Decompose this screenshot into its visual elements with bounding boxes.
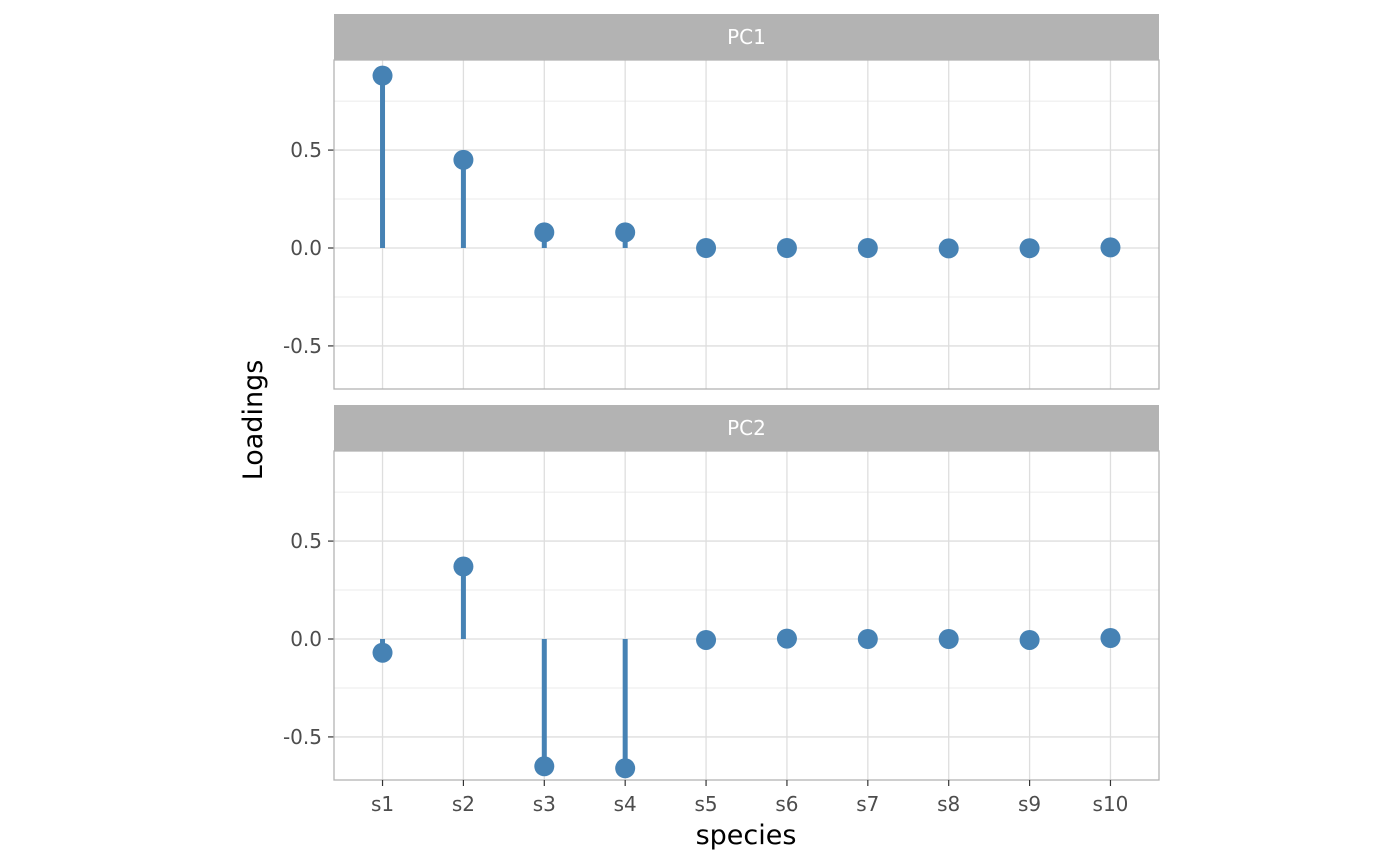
lollipop-point [1019, 629, 1040, 650]
lollipop-point [857, 629, 878, 649]
y-tick-label: 0.5 [290, 529, 322, 553]
x-tick-label: s7 [856, 792, 879, 816]
lollipop-point [696, 629, 717, 650]
y-tick-label: -0.5 [283, 725, 322, 749]
lollipop-point [776, 238, 797, 258]
lollipop-point [1100, 237, 1121, 258]
lollipop-point [938, 629, 959, 649]
x-tick-label: s6 [775, 792, 798, 816]
lollipop-point [938, 238, 959, 259]
lollipop-point [372, 65, 393, 86]
x-tick-label: s3 [533, 792, 556, 816]
x-axis-title: species [696, 820, 797, 851]
lollipop-point [615, 222, 636, 243]
y-tick-label: 0.0 [290, 236, 322, 260]
facet-strip-label: PC1 [727, 25, 766, 49]
y-tick-label: 0.0 [290, 627, 322, 651]
y-axis-title: Loadings [238, 360, 269, 481]
x-tick-label: s9 [1018, 792, 1041, 816]
lollipop-point [1100, 628, 1121, 649]
x-tick-label: s8 [937, 792, 960, 816]
lollipop-point [534, 222, 555, 243]
lollipop-point [453, 556, 474, 577]
lollipop-point [453, 149, 474, 170]
x-tick-label: s4 [614, 792, 637, 816]
lollipop-point [615, 758, 636, 779]
lollipop-point [776, 628, 797, 649]
y-tick-label: -0.5 [283, 334, 322, 358]
panel-border [333, 450, 1160, 781]
x-tick-label: s10 [1093, 792, 1129, 816]
x-tick-label: s5 [694, 792, 717, 816]
x-tick-label: s1 [371, 792, 394, 816]
panel-border [333, 59, 1160, 390]
lollipop-point [372, 642, 393, 663]
facet-strip [334, 14, 1159, 60]
lollipop-point [1019, 238, 1040, 259]
lollipop-point [696, 238, 717, 258]
lollipop-point [534, 756, 555, 777]
facet-strip-label: PC2 [727, 416, 766, 440]
x-tick-label: s2 [452, 792, 475, 816]
y-tick-label: 0.5 [290, 138, 322, 162]
lollipop-point [857, 238, 878, 258]
facet-strip [334, 405, 1159, 451]
